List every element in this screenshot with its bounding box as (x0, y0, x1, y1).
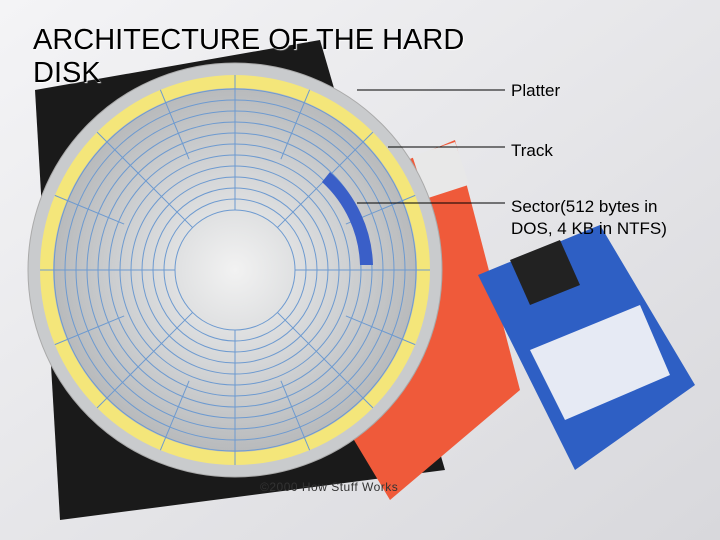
blue-shutter (510, 240, 580, 305)
sector-line (96, 312, 193, 409)
sector-line (159, 89, 190, 160)
sector-line (96, 131, 193, 228)
platter (27, 62, 443, 478)
sector-highlight (322, 172, 373, 265)
sector-line (159, 380, 190, 451)
orange-shutter (412, 141, 469, 199)
blue-label (530, 305, 670, 420)
sector-line (54, 315, 125, 346)
pointers (357, 89, 505, 204)
track-label: Track (511, 141, 553, 160)
sector-label: Sector(512 bytes in DOS, 4 KB in NTFS) (511, 197, 667, 238)
sector-line (345, 315, 416, 346)
sector-line (280, 89, 311, 160)
sector-line (280, 380, 311, 451)
sector-line (54, 194, 125, 225)
credit: ©2000 How Stuff Works (260, 480, 399, 494)
sector-line (277, 312, 374, 409)
title: ARCHITECTURE OF THE HARD DISK (33, 24, 465, 89)
platter-label: Platter (511, 81, 561, 100)
